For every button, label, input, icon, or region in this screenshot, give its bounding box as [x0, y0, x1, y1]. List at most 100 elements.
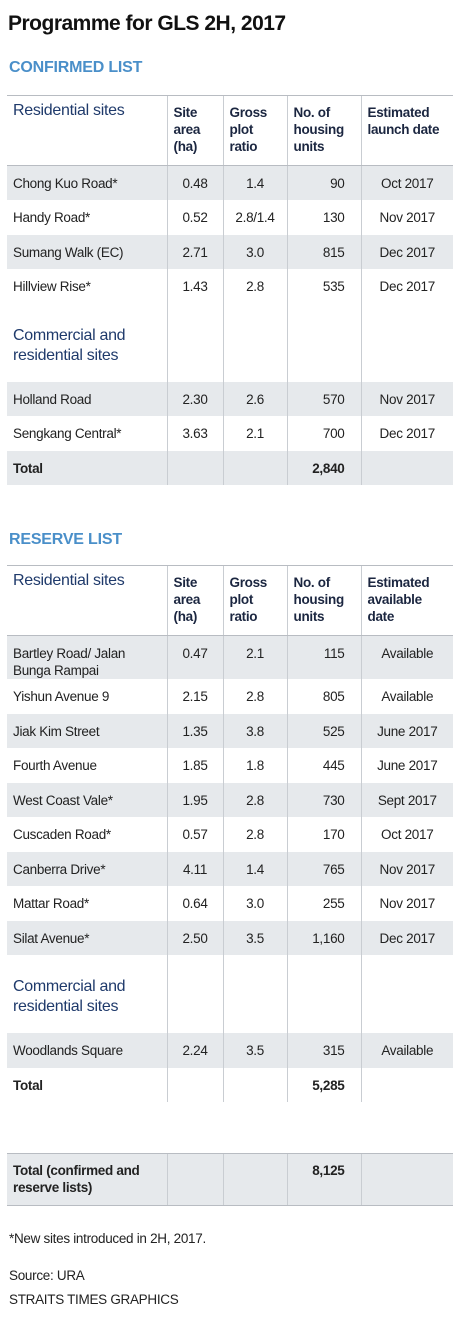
table-cell: 2.6 [222, 381, 287, 416]
table-cell [166, 955, 223, 1033]
table-row: Canberra Drive* 4.11 1.4 765 Nov 2017 [7, 851, 453, 886]
column-header: Estimated launch date [360, 95, 453, 166]
table-cell: 1.35 [166, 713, 223, 748]
table-cell: West Coast Vale* [7, 782, 167, 817]
table-cell: 2.8/1.4 [222, 200, 287, 235]
table-cell: June 2017 [360, 713, 453, 748]
table-cell: Nov 2017 [360, 381, 453, 416]
table-cell [166, 1153, 223, 1206]
table-cell: Handy Road* [13, 210, 91, 225]
table-cell: 90 [286, 165, 361, 200]
table-row: Sengkang Central* 3.63 2.1 700 Dec 2017 [7, 416, 453, 451]
table-cell: 130 [286, 200, 361, 235]
table-cell: 255 [286, 886, 361, 921]
table-cell: Available [360, 679, 453, 714]
table-cell: Cuscaden Road* [13, 827, 111, 842]
table-cell [286, 955, 361, 1033]
group-label: Commercial and residential sites [13, 326, 126, 364]
table-cell: 535 [286, 269, 361, 304]
table-cell [166, 450, 223, 485]
footnote: *New sites introduced in 2H, 2017. [9, 1231, 206, 1246]
table: Residential sites Site area (ha) Gross plo… [7, 565, 453, 1102]
column-header: Estimated available date [360, 565, 453, 636]
total-label: Total (confirmed and reserve lists) [7, 1153, 167, 1206]
table-cell: 1.4 [222, 165, 287, 200]
table-cell: Oct 2017 [360, 817, 453, 852]
table-cell: Bartley Road/ Jalan Bunga Rampai [7, 635, 167, 679]
table-cell: 1.43 [166, 269, 223, 304]
group-label: Commercial and residential sites [13, 978, 126, 1015]
table-cell: Canberra Drive* [7, 851, 167, 886]
total-row: Total 2,840 [7, 450, 453, 485]
table-row: Silat Avenue* 2.50 3.5 1,160 Dec 2017 [7, 920, 453, 955]
source: Source: URA [9, 1268, 85, 1283]
table-cell: 525 [286, 713, 361, 748]
table-cell: 2.24 [166, 1033, 223, 1068]
table-cell: Nov 2017 [360, 886, 453, 921]
section-heading: CONFIRMED LIST [9, 59, 143, 76]
table-cell: 700 [286, 416, 361, 451]
total-label: Total [7, 450, 167, 485]
total-value: 2,840 [286, 450, 361, 485]
table-cell: Oct 2017 [360, 165, 453, 200]
table-cell: 2.1 [222, 416, 287, 451]
table-row: Chong Kuo Road* 0.48 1.4 90 Oct 2017 [7, 165, 453, 200]
table-row: Cuscaden Road* 0.57 2.8 170 Oct 2017 [7, 817, 453, 852]
table-cell: Sengkang Central* [13, 426, 122, 441]
table-cell: 1,160 [286, 920, 361, 955]
section-heading: RESERVE LIST [9, 531, 122, 548]
table-cell: 3.0 [222, 886, 287, 921]
table-cell [360, 1153, 453, 1206]
table-cell: 2.8 [222, 782, 287, 817]
table-cell [360, 955, 453, 1033]
table-cell [166, 303, 223, 382]
table-cell [222, 303, 287, 382]
table-cell: Dec 2017 [360, 920, 453, 955]
table-cell: 0.57 [166, 817, 223, 852]
table-cell: 2.71 [166, 234, 223, 269]
table-cell: 3.0 [222, 234, 287, 269]
column-header: Site area (ha) [166, 95, 223, 166]
table-cell: June 2017 [360, 748, 453, 783]
table-cell: Dec 2017 [360, 416, 453, 451]
table-cell: 2.8 [222, 679, 287, 714]
total-value: 5,285 [286, 1067, 361, 1102]
table-row: Hillview Rise* 1.43 2.8 535 Dec 2017 [7, 269, 453, 304]
table-cell: 1.95 [166, 782, 223, 817]
table-cell [222, 1067, 287, 1102]
table-cell: 1.4 [222, 851, 287, 886]
table-row: Woodlands Square 2.24 3.5 315 Available [7, 1033, 453, 1068]
table-cell: Fourth Avenue [13, 758, 97, 773]
column-header: Residential sites [7, 95, 167, 166]
table-cell: 445 [286, 748, 361, 783]
table-cell: 4.11 [166, 851, 223, 886]
column-header: No. of housing units [286, 565, 361, 636]
table: Residential sites Site area (ha) Gross plo… [7, 95, 453, 485]
table-cell: Jiak Kim Street [7, 713, 167, 748]
table-cell: 0.48 [166, 165, 223, 200]
table-row: Holland Road 2.30 2.6 570 Nov 2017 [7, 381, 453, 416]
total-row: Total 5,285 [7, 1067, 453, 1102]
table-cell: 805 [286, 679, 361, 714]
table-cell [166, 1067, 223, 1102]
table-row: Handy Road* 0.52 2.8/1.4 130 Nov 2017 [7, 200, 453, 235]
table-cell: 2.8 [222, 269, 287, 304]
table-cell: 3.5 [222, 1033, 287, 1068]
column-header: Gross plot ratio [222, 565, 287, 636]
group-row: Commercial and residential sites [7, 955, 453, 1033]
total-row: Total (confirmed and reserve lists) 8,125 [7, 1153, 453, 1206]
table-cell: 3.8 [222, 713, 287, 748]
table-row: West Coast Vale* 1.95 2.8 730 Sept 2017 [7, 782, 453, 817]
table-cell [360, 450, 453, 485]
table-row: Fourth Avenue 1.85 1.8 445 June 2017 [7, 748, 453, 783]
title: Programme for GLS 2H, 2017 [8, 12, 286, 35]
table-cell [360, 303, 453, 382]
table-cell [222, 955, 287, 1033]
table-cell: 2.15 [166, 679, 223, 714]
table-cell: Holland Road [7, 381, 167, 416]
column-header: Site area (ha) [166, 565, 223, 636]
table-cell: 2.8 [222, 817, 287, 852]
table-cell: Sumang Walk (EC) [7, 234, 167, 269]
table-cell: Chong Kuo Road* [7, 165, 167, 200]
